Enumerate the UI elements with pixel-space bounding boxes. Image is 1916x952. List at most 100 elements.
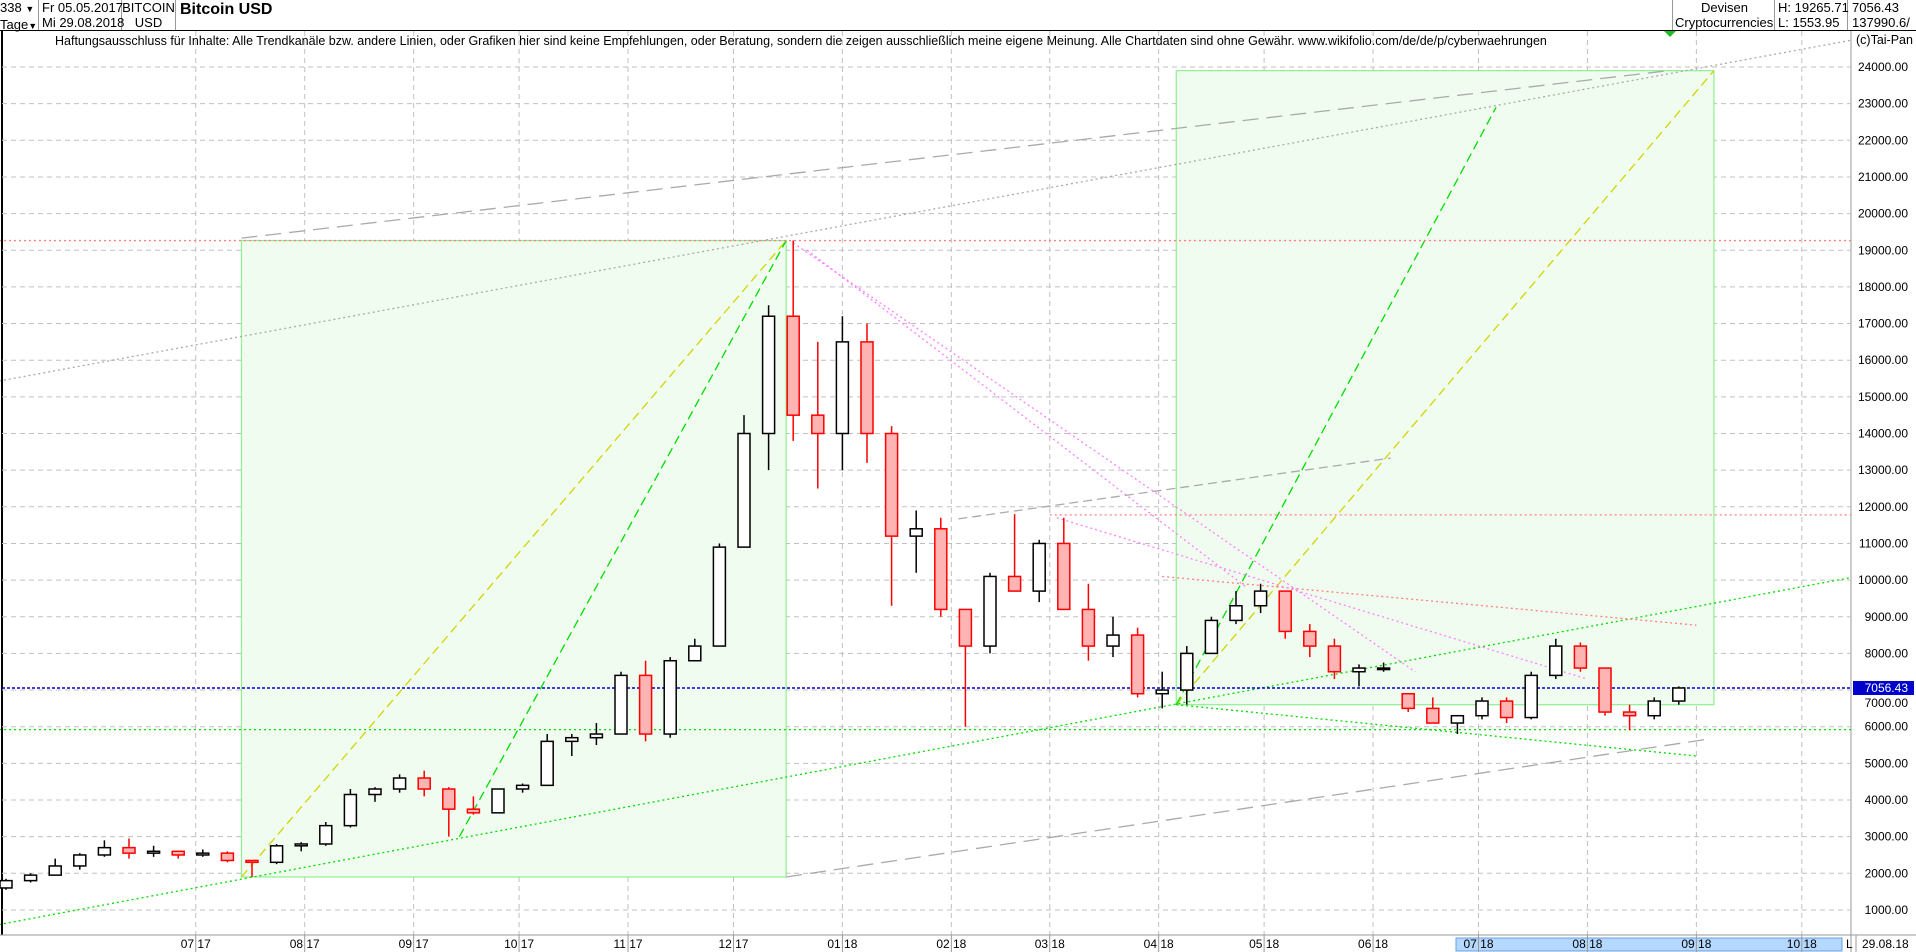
candle-up	[909, 528, 923, 537]
low-value: L: 1553.95	[1778, 15, 1840, 30]
symbol-cell: BITCOIN USD	[122, 0, 176, 30]
scroll-marker: L	[1846, 937, 1853, 951]
candle-down	[442, 788, 456, 810]
y-tick-label: 6000.00	[1865, 720, 1909, 734]
last-value: 7056.43	[1852, 0, 1899, 15]
candle-up	[23, 874, 38, 882]
candle-up	[196, 852, 210, 856]
candle-down	[1573, 645, 1588, 669]
candle-up	[146, 850, 161, 854]
candle-up	[835, 341, 850, 435]
candles	[0, 240, 1686, 890]
candle-down	[245, 859, 259, 864]
market: Devisen	[1701, 0, 1748, 15]
candle-up	[540, 740, 554, 787]
candle-up	[491, 788, 505, 814]
candle-up	[368, 788, 382, 796]
x-tick-label: 02 18	[936, 937, 966, 951]
x-tick-label: 12 17	[718, 937, 748, 951]
candle-up	[761, 315, 776, 435]
candle-up	[1032, 542, 1046, 592]
candle-down	[638, 674, 653, 735]
time-axis[interactable]: 07 17 08 17 09 17 10 17 11 17 12 17 01 18 02 18…	[0, 934, 1916, 952]
marker-triangle-icon	[1664, 31, 1676, 37]
y-tick-label: 20000.00	[1858, 207, 1908, 221]
category: Cryptocurrencies	[1675, 15, 1774, 30]
y-tick-label: 8000.00	[1865, 646, 1909, 660]
trend-line	[0, 39, 1852, 382]
y-tick-label: 10000.00	[1858, 573, 1908, 587]
y-tick-label: 13000.00	[1858, 463, 1908, 477]
x-tick-label: 04 18	[1144, 937, 1174, 951]
candle-up	[48, 865, 62, 876]
candle-down	[1081, 608, 1096, 647]
x-tick-label: 06 18	[1358, 937, 1388, 951]
high-low-cell: H: 19265.71 L: 1553.95	[1775, 0, 1849, 30]
copyright-label: (c)Tai-Pan	[1856, 33, 1913, 47]
candle-down	[1327, 645, 1342, 673]
x-tick-label: 03 18	[1035, 937, 1065, 951]
price-axis: 1000.00 2000.00 3000.00 4000.00 5000.00 6000.…	[1853, 60, 1914, 917]
trend-line	[1176, 704, 1697, 757]
y-tick-label: 1000.00	[1865, 903, 1909, 917]
candle-down	[811, 414, 825, 435]
last-cell: 7056.43 137990.6/	[1848, 0, 1916, 30]
y-tick-label: 18000.00	[1858, 280, 1908, 294]
candle-down	[1622, 711, 1637, 717]
header-divider	[0, 30, 1916, 31]
candle-up	[1647, 700, 1661, 717]
candle-down	[1007, 575, 1022, 592]
x-tick-label: 08 18	[1572, 937, 1602, 951]
y-tick-label: 19000.00	[1858, 243, 1908, 257]
candle-up	[1475, 700, 1489, 717]
candle-down	[884, 432, 899, 537]
x-tick-label: 07 18	[1463, 937, 1493, 951]
candle-up	[319, 824, 333, 845]
candle-up	[1450, 714, 1465, 724]
candle-up	[663, 659, 677, 735]
y-tick-label: 24000.00	[1858, 60, 1908, 74]
candle-down	[1401, 692, 1415, 710]
currency: USD	[134, 15, 163, 30]
drawing-boxes	[240, 70, 1715, 878]
x-tick-label: 09 17	[399, 937, 429, 951]
candle-down	[466, 808, 481, 814]
candle-up	[1155, 689, 1169, 695]
last-price-label: 7056.43	[1865, 681, 1909, 695]
candle-down	[860, 341, 874, 435]
y-tick-label: 3000.00	[1865, 830, 1909, 844]
candle-up	[73, 854, 87, 867]
candle-up	[712, 546, 727, 647]
candle-down	[122, 846, 136, 854]
y-tick-label: 7000.00	[1865, 696, 1909, 710]
candle-down	[958, 608, 973, 647]
y-tick-label: 9000.00	[1865, 610, 1909, 624]
candle-down	[220, 852, 235, 862]
y-tick-label: 16000.00	[1858, 353, 1908, 367]
period-select[interactable]: Tage▼	[0, 17, 38, 34]
y-tick-label: 22000.00	[1858, 133, 1908, 147]
candle-down	[1303, 630, 1317, 647]
bar-count-select[interactable]: 338 ▼ Tage▼	[0, 0, 39, 32]
trend-line	[792, 242, 1416, 673]
candle-up	[1549, 645, 1563, 677]
chart-title: Bitcoin USD	[180, 1, 273, 18]
candle-down	[1598, 667, 1612, 713]
y-tick-label: 12000.00	[1858, 500, 1908, 514]
end-date: Mi 29.08.2018	[42, 15, 125, 30]
trend-line	[806, 249, 1247, 588]
time-scrollbar	[1455, 937, 1843, 952]
bar-count: 338	[0, 0, 22, 15]
candle-up	[1204, 619, 1219, 655]
candle-up	[737, 432, 751, 548]
disclaimer-text: Haftungsausschluss für Inhalte: Alle Tre…	[55, 34, 1547, 48]
chevron-down-icon: ▼	[28, 21, 38, 31]
candle-down	[417, 777, 431, 790]
candle-up	[1524, 674, 1538, 719]
x-tick-label: 10 17	[504, 937, 534, 951]
candle-up	[343, 793, 358, 827]
y-tick-label: 5000.00	[1865, 756, 1909, 770]
candle-up	[1672, 687, 1686, 702]
volume-value: 137990.6/	[1852, 15, 1910, 30]
x-tick-label: 10 18	[1787, 937, 1817, 951]
